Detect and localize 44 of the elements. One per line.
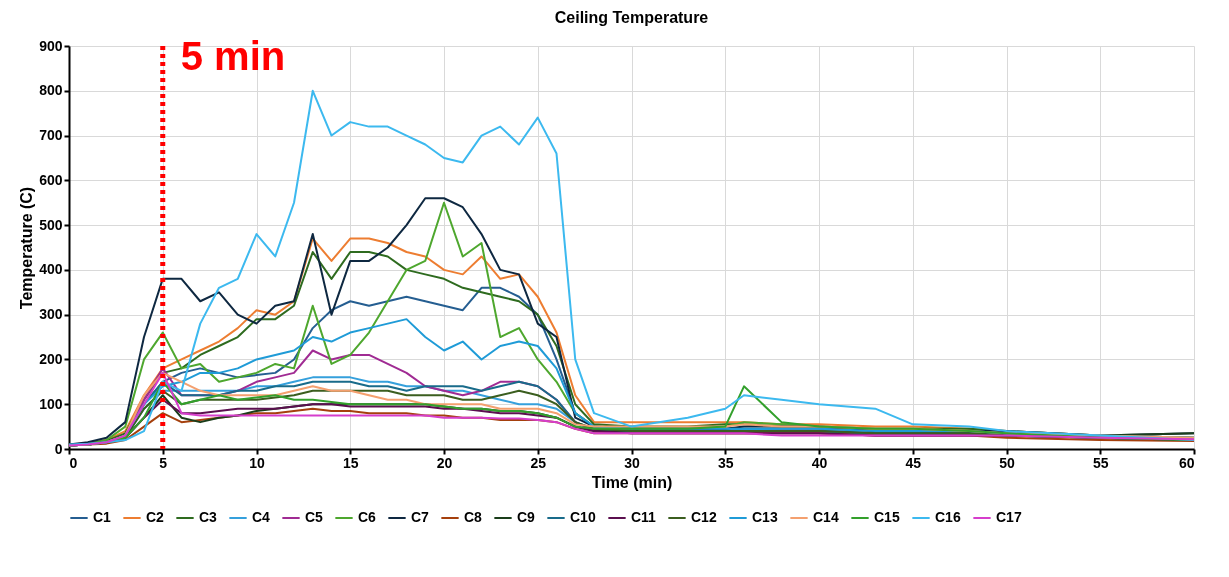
y-tick-label: 400 [39, 261, 63, 278]
x-tick-label: 5 [159, 454, 168, 471]
ref-line-label: 5 min [180, 34, 286, 78]
legend-label: C7 [411, 509, 430, 525]
y-tick-label: 900 [39, 37, 63, 54]
chart-title: Ceiling Temperature [554, 9, 709, 26]
y-tick-label: 0 [54, 440, 63, 457]
legend-label: C16 [935, 509, 961, 525]
y-tick-label: 200 [39, 350, 63, 367]
x-tick-label: 30 [624, 454, 640, 471]
legend-label: C11 [631, 509, 657, 525]
legend-label: C13 [752, 509, 778, 525]
legend-label: C4 [252, 509, 271, 525]
x-tick-label: 20 [436, 454, 453, 471]
y-tick-label: 600 [39, 171, 63, 188]
legend-label: C6 [358, 509, 377, 525]
x-tick-label: 50 [999, 454, 1015, 471]
y-axis-title: Temperature (C) [18, 186, 36, 310]
legend-label: C3 [199, 509, 218, 525]
y-tick-label: 700 [39, 127, 63, 144]
x-tick-label: 60 [1178, 454, 1195, 471]
y-tick-label: 500 [39, 216, 63, 233]
legend-label: C2 [146, 509, 165, 525]
x-tick-label: 10 [249, 454, 265, 471]
x-tick-label: 35 [717, 454, 734, 471]
legend-label: C12 [691, 509, 717, 525]
x-tick-label: 45 [905, 454, 922, 471]
x-tick-label: 55 [1092, 454, 1109, 471]
legend-label: C14 [813, 509, 839, 525]
legend-label: C5 [305, 509, 324, 525]
legend-label: C17 [996, 509, 1022, 525]
y-tick-label: 800 [39, 82, 63, 99]
x-tick-label: 25 [530, 454, 547, 471]
x-axis-title: Time (min) [591, 473, 673, 491]
legend-label: C10 [570, 509, 596, 525]
x-tick-label: 0 [69, 454, 78, 471]
x-tick-label: 40 [811, 454, 828, 471]
legend-label: C9 [517, 509, 536, 525]
y-tick-label: 300 [39, 306, 63, 323]
legend-label: C8 [464, 509, 483, 525]
legend-label: C1 [93, 509, 112, 525]
y-tick-label: 100 [39, 395, 63, 412]
x-tick-label: 15 [342, 454, 359, 471]
legend-label: C15 [874, 509, 900, 525]
